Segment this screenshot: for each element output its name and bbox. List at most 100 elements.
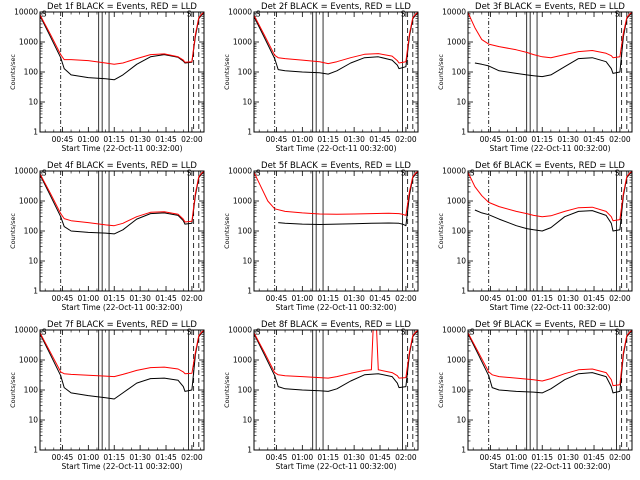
x-tick-label: 00:45 <box>52 294 74 303</box>
x-tick-label: 01:30 <box>557 453 579 462</box>
x-tick-label: 00:45 <box>52 135 74 144</box>
saa-annotation: S <box>187 168 192 177</box>
x-axis-label: Start Time (22-Oct-11 00:32:00) <box>61 303 182 312</box>
x-tick-label: 01:45 <box>155 135 177 144</box>
x-axis-label: Start Time (22-Oct-11 00:32:00) <box>275 303 396 312</box>
x-tick-label: 01:30 <box>129 294 151 303</box>
y-tick-label: 100 <box>452 68 467 77</box>
x-tick-label: 01:15 <box>317 135 339 144</box>
plot-frame <box>253 170 419 292</box>
y-axis-label: Counts/sec <box>437 54 445 90</box>
y-tick-label: 1000 <box>447 356 466 365</box>
saa-annotation: S <box>256 9 261 18</box>
series-group <box>468 171 632 232</box>
chart-panel-3: Det 3f BLACK = Events, RED = LLD 1 10 100 10… <box>437 2 633 153</box>
y-axis-label: Counts/sec <box>223 372 231 408</box>
x-tick-label: 00:45 <box>480 135 502 144</box>
y-tick-label: 100 <box>238 227 253 236</box>
x-tick-label: 01:00 <box>292 453 314 462</box>
plot-frame <box>467 11 633 133</box>
y-tick-label: 100 <box>24 227 39 236</box>
y-tick-label: 10 <box>456 416 466 425</box>
lld-series-line <box>468 330 632 387</box>
chart-panel-9: Det 9f BLACK = Events, RED = LLD 1 10 100 10… <box>437 320 633 471</box>
series-group <box>254 330 418 392</box>
y-tick-label: 1 <box>33 287 38 296</box>
saa-annotation: S <box>187 9 192 18</box>
y-axis-label: Counts/sec <box>9 54 17 90</box>
x-tick-label: 00:45 <box>480 294 502 303</box>
y-tick-label: 1 <box>461 446 466 455</box>
x-tick-label: 01:15 <box>317 294 339 303</box>
plot-frame <box>39 170 205 292</box>
y-axis-label: Counts/sec <box>223 213 231 249</box>
series-group <box>468 330 632 394</box>
y-axis-label: Counts/sec <box>9 372 17 408</box>
y-tick-label: 100 <box>238 68 253 77</box>
events-series-line <box>40 12 204 81</box>
x-tick-label: 01:00 <box>292 294 314 303</box>
x-tick-label: 01:00 <box>292 135 314 144</box>
events-series-line <box>254 12 418 75</box>
panel-title: Det 1f BLACK = Events, RED = LLD <box>47 2 197 12</box>
saa-annotation: S <box>615 9 620 18</box>
lld-series-line <box>254 171 418 216</box>
saa-annotation: S <box>615 327 620 336</box>
saa-annotation: S <box>42 327 47 336</box>
series-group <box>40 12 204 81</box>
y-tick-label: 10 <box>242 257 252 266</box>
y-tick-label: 10000 <box>442 8 466 17</box>
x-tick-label: 01:00 <box>78 135 100 144</box>
x-axis-label: Start Time (22-Oct-11 00:32:00) <box>275 144 396 153</box>
y-tick-label: 1000 <box>19 356 38 365</box>
plot-frame <box>253 329 419 451</box>
saa-annotation: S <box>401 168 406 177</box>
y-tick-label: 1000 <box>233 197 252 206</box>
y-tick-label: 1000 <box>19 38 38 47</box>
x-axis-label: Start Time (22-Oct-11 00:32:00) <box>61 462 182 471</box>
plot-frame <box>467 170 633 292</box>
y-tick-label: 10 <box>456 257 466 266</box>
saa-annotation: S <box>42 9 47 18</box>
y-tick-label: 1000 <box>233 38 252 47</box>
x-tick-label: 01:00 <box>78 453 100 462</box>
y-tick-label: 10 <box>28 98 38 107</box>
y-tick-label: 1000 <box>19 197 38 206</box>
y-tick-label: 10000 <box>14 8 38 17</box>
x-tick-label: 01:15 <box>317 453 339 462</box>
plot-frame <box>39 11 205 133</box>
y-tick-label: 10000 <box>14 167 38 176</box>
x-tick-label: 02:00 <box>609 453 631 462</box>
y-tick-label: 10000 <box>228 167 252 176</box>
chart-panel-6: Det 6f BLACK = Events, RED = LLD 1 10 100 10… <box>437 161 633 312</box>
x-tick-label: 01:15 <box>531 453 553 462</box>
x-tick-label: 00:45 <box>266 135 288 144</box>
x-tick-label: 01:45 <box>155 294 177 303</box>
series-group <box>40 171 204 235</box>
x-tick-label: 00:45 <box>480 453 502 462</box>
saa-annotation: S <box>401 9 406 18</box>
x-tick-label: 01:30 <box>343 453 365 462</box>
saa-annotation: S <box>615 168 620 177</box>
lld-series-line <box>468 171 632 222</box>
y-tick-label: 100 <box>24 68 39 77</box>
plot-frame <box>39 329 205 451</box>
y-tick-label: 10 <box>28 257 38 266</box>
saa-annotation: S <box>470 327 475 336</box>
x-tick-label: 01:15 <box>103 135 125 144</box>
saa-annotation: S <box>401 327 406 336</box>
chart-panel-4: Det 4f BLACK = Events, RED = LLD 1 10 100 10… <box>9 161 205 312</box>
y-tick-label: 10000 <box>442 167 466 176</box>
saa-annotation: S <box>187 327 192 336</box>
x-tick-label: 01:45 <box>583 294 605 303</box>
x-tick-label: 01:15 <box>531 135 553 144</box>
events-series-line <box>474 12 632 78</box>
x-tick-label: 01:15 <box>103 294 125 303</box>
y-tick-label: 10000 <box>228 326 252 335</box>
x-tick-label: 02:00 <box>395 294 417 303</box>
panel-title: Det 6f BLACK = Events, RED = LLD <box>475 161 625 171</box>
x-tick-label: 01:45 <box>155 453 177 462</box>
x-axis-label: Start Time (22-Oct-11 00:32:00) <box>61 144 182 153</box>
lld-series-line <box>40 330 204 378</box>
